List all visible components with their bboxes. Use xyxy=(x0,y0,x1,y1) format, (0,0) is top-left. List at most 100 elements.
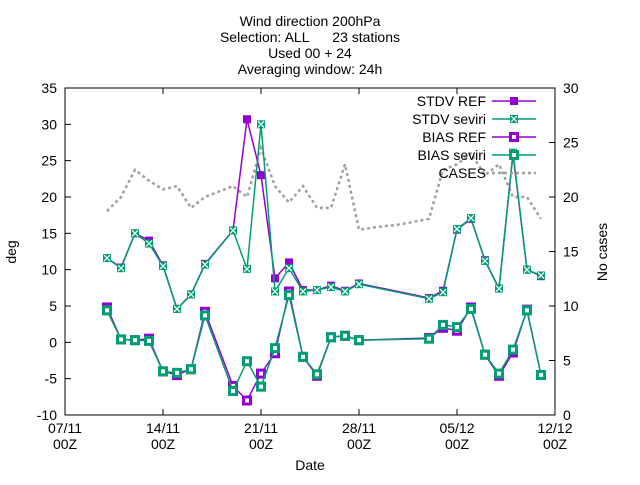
series-bias-seviri-point-inner xyxy=(245,359,249,364)
series-stdv-seviri-point xyxy=(271,287,279,296)
series-bias-seviri-point-inner xyxy=(105,308,109,313)
series-stdv-seviri-point xyxy=(341,287,349,296)
x-axis-label: Date xyxy=(295,457,325,473)
series-bias-seviri-point-inner xyxy=(119,337,123,342)
series-bias-seviri-point-inner xyxy=(441,322,445,327)
series-stdv-seviri-point xyxy=(439,288,447,297)
legend-entry-stdv-ref: STDV REF xyxy=(417,93,536,109)
series-stdv-seviri-point-cross xyxy=(523,266,531,274)
y2-tick-label: 20 xyxy=(563,189,579,205)
legend-entry-bias-ref-marker xyxy=(509,132,519,142)
series-bias-seviri-point xyxy=(326,332,336,343)
x-tick-label-time: 00Z xyxy=(249,436,274,452)
series-stdv-seviri-point xyxy=(355,280,363,289)
series-stdv-seviri-point-cross xyxy=(103,254,111,262)
x-tick-label-time: 00Z xyxy=(347,436,372,452)
series-bias-seviri-point-inner xyxy=(175,370,179,375)
series-stdv-seviri-point xyxy=(327,283,335,292)
series-stdv-seviri-point xyxy=(187,290,195,299)
series-stdv-seviri-point xyxy=(425,294,433,303)
x-tick-label-time: 00Z xyxy=(151,436,176,452)
series-stdv-seviri-point xyxy=(523,265,531,274)
series-stdv-seviri-point xyxy=(131,229,139,238)
series-bias-seviri-point xyxy=(144,335,154,346)
series-bias-ref-point-inner xyxy=(259,371,263,376)
y2-tick-label: 10 xyxy=(563,298,579,314)
series-bias-seviri-point-inner xyxy=(427,336,431,341)
series-stdv-seviri-point xyxy=(313,286,321,295)
x-tick-label: 21/11 xyxy=(244,420,278,436)
series-bias-seviri-point xyxy=(130,335,140,346)
series-stdv-seviri-point-cross xyxy=(439,288,447,296)
y-tick-label: 30 xyxy=(41,116,57,132)
series-bias-seviri-point-inner xyxy=(231,389,235,394)
series-stdv-seviri-point-cross xyxy=(467,214,475,222)
legend-entry-bias-seviri-marker-inner xyxy=(512,153,516,157)
series-bias-seviri-point-inner xyxy=(525,308,529,313)
series-bias-seviri-point-inner xyxy=(259,384,263,389)
series-stdv-seviri-point-cross xyxy=(299,288,307,295)
legend-entry-bias-seviri: BIAS seviri xyxy=(418,147,536,163)
series-stdv-seviri-point xyxy=(285,264,293,273)
series-cases-line xyxy=(106,143,543,232)
series-stdv-seviri-point-cross xyxy=(187,290,195,298)
y-tick-label: 10 xyxy=(41,262,57,278)
x-tick-label-time: 00Z xyxy=(445,436,470,452)
y2-tick-label: 30 xyxy=(563,80,579,96)
series-bias-seviri-point-inner xyxy=(329,335,333,340)
series-stdv-seviri-point-cross xyxy=(313,286,321,294)
series-stdv-seviri-point-cross xyxy=(159,262,167,270)
legend-entry-stdv-seviri-marker xyxy=(510,115,518,123)
series-stdv-seviri-point xyxy=(299,287,307,296)
legend-entry-stdv-ref-marker xyxy=(510,97,518,105)
series-stdv-seviri-point-cross xyxy=(229,227,237,234)
axes: -10-50510152025303505101520253007/1100Z1… xyxy=(37,80,579,452)
series-stdv-seviri-point-cross xyxy=(201,261,209,269)
series-bias-seviri-point xyxy=(466,303,476,314)
series-stdv-seviri-point xyxy=(229,226,237,235)
series-stdv-seviri-point-cross xyxy=(327,283,335,291)
y-axis-label: deg xyxy=(3,240,19,263)
x-tick-label: 14/11 xyxy=(146,420,180,436)
series-bias-seviri-point xyxy=(172,367,182,378)
y2-tick-label: 0 xyxy=(563,407,571,423)
title-line-4: Averaging window: 24h xyxy=(238,61,383,77)
series-bias-seviri-point xyxy=(270,343,280,354)
series-stdv-seviri-point-cross xyxy=(285,264,293,272)
y-tick-label: -5 xyxy=(45,371,58,387)
y-tick-label: 35 xyxy=(41,80,57,96)
series-stdv-seviri-point xyxy=(453,224,461,233)
series-bias-seviri-point-inner xyxy=(511,347,515,352)
series-bias-ref-point-inner xyxy=(231,383,235,388)
series-bias-seviri-point xyxy=(452,322,462,333)
series-cases xyxy=(106,143,543,232)
chart-title: Wind direction 200hPa Selection: ALL 23 … xyxy=(220,13,400,77)
series-stdv-seviri-point-cross xyxy=(537,272,545,279)
series-bias-seviri-point xyxy=(508,344,518,355)
y2-tick-label: 5 xyxy=(563,353,571,369)
legend-entry-bias-ref-label: BIAS REF xyxy=(422,129,486,145)
series-bias-seviri-point xyxy=(116,334,126,345)
series-bias-seviri-point-inner xyxy=(357,338,361,343)
title-line-3: Used 00 + 24 xyxy=(268,45,352,61)
legend-entry-bias-seviri-label: BIAS seviri xyxy=(418,147,486,163)
series-stdv-seviri-point xyxy=(495,284,503,293)
y2-tick-label: 15 xyxy=(563,244,579,260)
series-bias-seviri xyxy=(102,290,546,397)
legend-entry-stdv-seviri-marker-cross xyxy=(510,115,518,123)
legend-entry-bias-seviri-marker xyxy=(509,150,519,160)
series-bias-seviri-point-inner xyxy=(455,325,459,330)
title-line-1: Wind direction 200hPa xyxy=(240,13,381,29)
series-stdv-seviri-point xyxy=(173,304,181,313)
y2-tick-label: 25 xyxy=(563,135,579,151)
series-bias-seviri-point xyxy=(312,369,322,380)
series-bias-seviri-point xyxy=(424,333,434,344)
series-stdv-ref xyxy=(103,115,545,313)
x-tick-label: 28/11 xyxy=(342,420,376,436)
legend-entry-bias-ref: BIAS REF xyxy=(422,129,536,145)
series-bias-ref-point xyxy=(242,395,252,406)
series-stdv-seviri-point xyxy=(257,120,265,129)
series-bias-seviri-point-inner xyxy=(189,367,193,372)
series-bias-seviri-point-inner xyxy=(497,371,501,376)
